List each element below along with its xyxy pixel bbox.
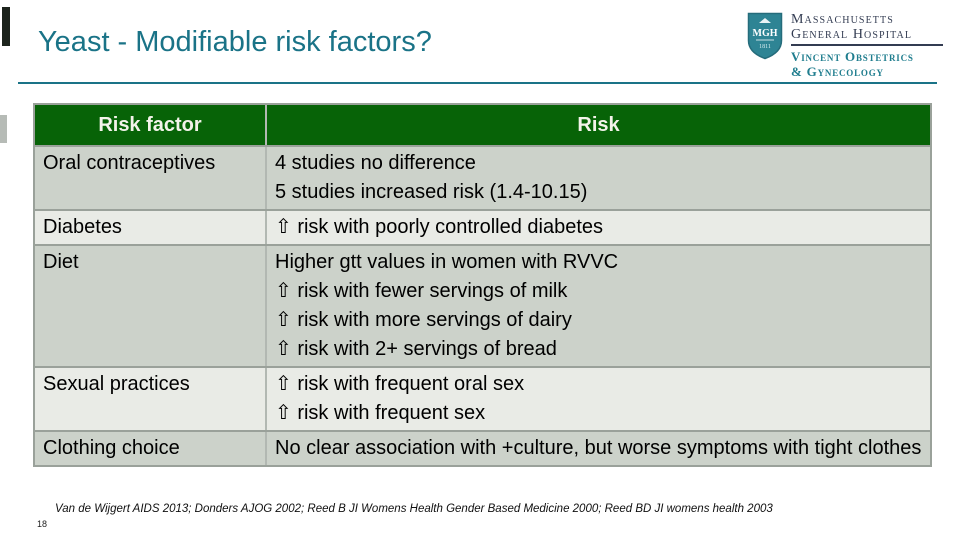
header-risk-factor: Risk factor	[98, 114, 202, 136]
risk-line: ⇧ risk with frequent sex	[275, 402, 486, 424]
risk-cell: ⇧ risk with frequent oral sex ⇧ risk with…	[265, 368, 930, 430]
risk-cell: 4 studies no difference 5 studies increas…	[265, 147, 930, 209]
risk-line: ⇧ risk with fewer servings of milk	[275, 280, 568, 302]
risk-cell: No clear association with +culture, but …	[265, 432, 930, 465]
factor-cell: Clothing choice	[43, 437, 180, 459]
risk-line: ⇧ risk with frequent oral sex	[275, 373, 525, 395]
logo-dept-line1: Vincent Obstetrics	[791, 49, 914, 64]
risk-line: Higher gtt values in women with RVVC	[275, 251, 619, 273]
risk-line: No clear association with +culture, but …	[275, 437, 922, 459]
factor-cell: Sexual practices	[43, 373, 190, 395]
title-divider	[18, 82, 937, 84]
table-row: Clothing choice No clear association wit…	[35, 430, 930, 465]
table-row: Sexual practices ⇧ risk with frequent or…	[35, 366, 930, 430]
risk-cell: Higher gtt values in women with RVVC ⇧ ri…	[265, 246, 930, 366]
mgh-shield-icon: MGH 1811	[747, 12, 783, 60]
page-title: Yeast - Modifiable risk factors?	[38, 26, 432, 58]
risk-line: ⇧ risk with 2+ servings of bread	[275, 338, 557, 360]
shield-monogram: MGH	[753, 28, 778, 39]
table-row: Oral contraceptives 4 studies no differe…	[35, 145, 930, 209]
logo-divider	[791, 44, 943, 46]
risk-line: ⇧ risk with poorly controlled diabetes	[275, 216, 604, 238]
table-body: Oral contraceptives 4 studies no differe…	[35, 145, 930, 465]
factor-cell: Diabetes	[43, 216, 122, 238]
edge-tick	[0, 115, 7, 143]
header-risk: Risk	[265, 105, 930, 145]
factor-cell: Diet	[43, 251, 79, 273]
citation: Van de Wijgert AIDS 2013; Donders AJOG 2…	[55, 503, 773, 515]
risk-cell: ⇧ risk with poorly controlled diabetes	[265, 211, 930, 244]
hospital-logo: MGH 1811 Massachusetts General Hospital …	[747, 12, 943, 79]
risk-line: 4 studies no difference	[275, 152, 476, 174]
page-number: 18	[37, 519, 48, 529]
risk-factor-table: Risk factor Risk Oral contraceptives 4 s…	[33, 103, 932, 467]
risk-line: ⇧ risk with more servings of dairy	[275, 309, 572, 331]
shield-year: 1811	[759, 44, 771, 50]
logo-text: Massachusetts General Hospital Vincent O…	[791, 12, 943, 79]
table-row: Diet Higher gtt values in women with RVV…	[35, 244, 930, 366]
logo-org-line1: Massachusetts	[791, 12, 894, 27]
logo-dept-line2: & Gynecology	[791, 64, 884, 79]
table-row: Diabetes ⇧ risk with poorly controlled d…	[35, 209, 930, 244]
logo-org-line2: General Hospital	[791, 27, 913, 42]
risk-line: 5 studies increased risk (1.4-10.15)	[275, 181, 588, 203]
table-header-row: Risk factor Risk	[35, 105, 930, 145]
factor-cell: Oral contraceptives	[43, 152, 216, 174]
corner-accent-bar	[2, 7, 10, 46]
